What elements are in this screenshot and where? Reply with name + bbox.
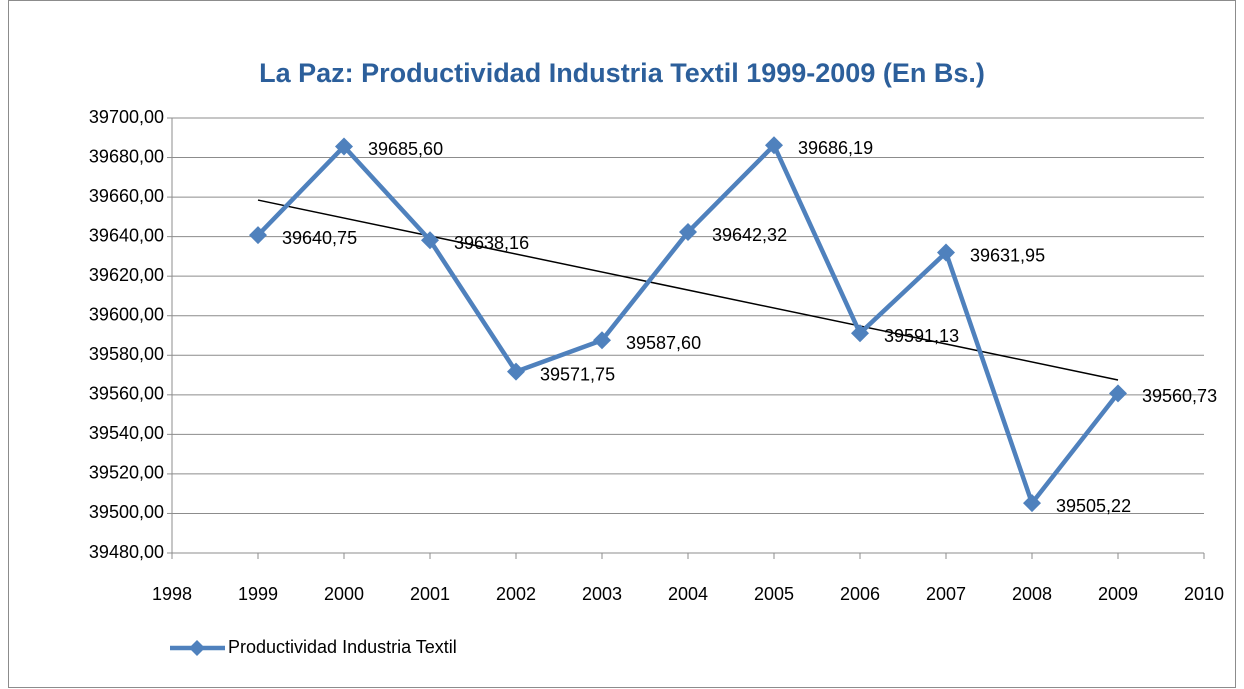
data-marker — [421, 231, 439, 250]
x-tick-label: 2004 — [668, 584, 708, 604]
legend-marker — [189, 640, 205, 656]
x-tick-label: 2007 — [926, 584, 966, 604]
data-label: 39631,95 — [970, 245, 1045, 265]
y-tick-label: 39640,00 — [89, 225, 164, 245]
data-label: 39571,75 — [540, 364, 615, 384]
trendline — [257, 199, 1119, 381]
data-marker — [1023, 494, 1041, 513]
x-tick-label: 2008 — [1012, 584, 1052, 604]
data-label: 39591,13 — [884, 326, 959, 346]
x-tick-label: 2010 — [1184, 584, 1224, 604]
y-tick-label: 39680,00 — [89, 146, 164, 166]
data-label: 39642,32 — [712, 225, 787, 245]
y-tick-label: 39480,00 — [89, 542, 164, 562]
x-tick-label: 2002 — [496, 584, 536, 604]
y-tick-label: 39580,00 — [89, 344, 164, 364]
data-marker — [1109, 384, 1127, 403]
x-tick-label: 1998 — [152, 584, 192, 604]
legend-label: Productividad Industria Textil — [228, 637, 457, 657]
data-marker — [765, 136, 783, 155]
x-tick-label: 2009 — [1098, 584, 1138, 604]
data-label: 39560,73 — [1142, 386, 1217, 406]
y-tick-label: 39600,00 — [89, 304, 164, 324]
x-tick-label: 1999 — [238, 584, 278, 604]
chart-title: La Paz: Productividad Industria Textil 1… — [259, 58, 985, 88]
y-tick-label: 39660,00 — [89, 186, 164, 206]
data-label: 39505,22 — [1056, 496, 1131, 516]
y-tick-label: 39700,00 — [89, 107, 164, 127]
x-tick-label: 2005 — [754, 584, 794, 604]
x-tick-label: 2000 — [324, 584, 364, 604]
y-tick-label: 39540,00 — [89, 423, 164, 443]
y-tick-label: 39500,00 — [89, 502, 164, 522]
data-label: 39638,16 — [454, 233, 529, 253]
data-marker — [851, 324, 869, 343]
data-marker — [937, 243, 955, 262]
y-tick-label: 39620,00 — [89, 265, 164, 285]
data-marker — [507, 362, 525, 381]
x-tick-label: 2003 — [582, 584, 622, 604]
data-marker — [679, 223, 697, 242]
x-tick-label: 2006 — [840, 584, 880, 604]
y-tick-label: 39520,00 — [89, 463, 164, 483]
y-tick-label: 39560,00 — [89, 384, 164, 404]
data-label: 39686,19 — [798, 138, 873, 158]
data-marker — [335, 137, 353, 156]
data-label: 39587,60 — [626, 333, 701, 353]
chart-border — [8, 0, 1236, 688]
x-tick-label: 2001 — [410, 584, 450, 604]
data-marker — [593, 331, 611, 350]
data-label: 39640,75 — [282, 228, 357, 248]
data-marker — [249, 226, 267, 245]
data-label: 39685,60 — [368, 139, 443, 159]
